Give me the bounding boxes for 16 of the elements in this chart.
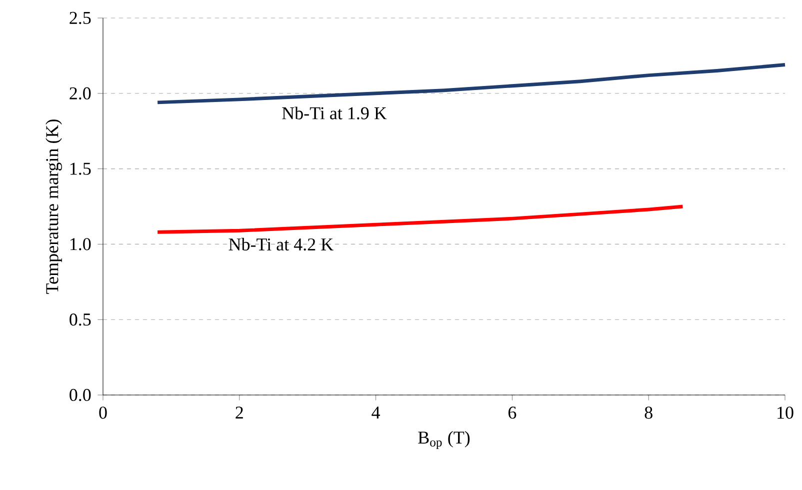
series-label: Nb-Ti at 4.2 K xyxy=(228,238,334,251)
y-tick-label: 0.5 xyxy=(70,313,91,326)
x-tick-label: 0 xyxy=(99,406,107,419)
x-tick-label: 2 xyxy=(236,406,243,419)
y-tick-label: 2.5 xyxy=(70,12,91,24)
y-tick-label: 1.5 xyxy=(70,162,91,175)
y-tick-label: 2.0 xyxy=(70,87,91,100)
x-tick-label: 10 xyxy=(778,406,794,419)
series-label: Nb-Ti at 1.9 K xyxy=(282,106,387,120)
x-axis-title: B$_{op}$ (T) xyxy=(418,431,470,450)
x-tick-label: 4 xyxy=(372,406,380,418)
x-tick-label: 8 xyxy=(644,406,652,419)
y-axis-title: Temperature margin (K) xyxy=(46,120,62,294)
y-tick-label: 0.0 xyxy=(70,388,91,402)
y-tick-label: 1.0 xyxy=(70,238,91,250)
x-tick-label: 6 xyxy=(508,406,516,419)
